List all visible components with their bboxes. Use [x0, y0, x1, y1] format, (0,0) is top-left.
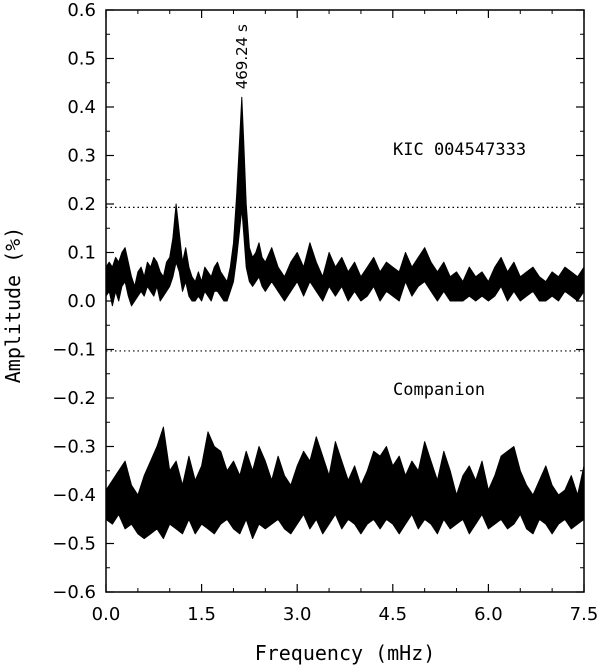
companion-label: Companion — [393, 380, 485, 400]
y-tick-label: 0.2 — [67, 194, 96, 215]
star-id-label: KIC 004547333 — [393, 140, 526, 160]
y-tick-label: −0.4 — [52, 485, 96, 506]
y-tick-label: 0.6 — [67, 0, 96, 21]
y-tick-label: 0.3 — [67, 146, 96, 167]
y-tick-label: −0.2 — [52, 388, 96, 409]
y-tick-label: 0.1 — [67, 243, 96, 264]
x-axis-title: Frequency (mHz) — [255, 641, 436, 665]
y-tick-label: −0.6 — [52, 582, 96, 603]
star-spectrum-envelope — [105, 96, 585, 307]
x-tick-label: 6.0 — [474, 604, 503, 625]
y-axis-title: Amplitude (%) — [1, 227, 25, 384]
y-tick-label: 0.0 — [67, 291, 96, 312]
y-tick-label: −0.1 — [52, 340, 96, 361]
ticks-layer: 0.6 0.5 0.4 0.3 0.2 0.1 0.0 −0.1 −0.2 −0.3 −0.4 −0.… — [52, 0, 598, 625]
x-tick-label: 0.0 — [92, 604, 121, 625]
x-tick-label: 1.5 — [187, 604, 216, 625]
y-tick-label: 0.5 — [67, 49, 96, 70]
companion-spectrum-envelope — [105, 426, 585, 540]
x-tick-label: 4.5 — [378, 604, 407, 625]
plot-frame — [105, 9, 585, 593]
x-tick-label: 3.0 — [283, 604, 312, 625]
x-tick-label: 7.5 — [570, 604, 599, 625]
peak-period-label: 469.24 s — [233, 24, 251, 89]
y-tick-label: −0.5 — [52, 534, 96, 555]
plot-layer — [105, 96, 585, 540]
y-tick-label: −0.3 — [52, 437, 96, 458]
y-tick-label: 0.4 — [67, 97, 96, 118]
